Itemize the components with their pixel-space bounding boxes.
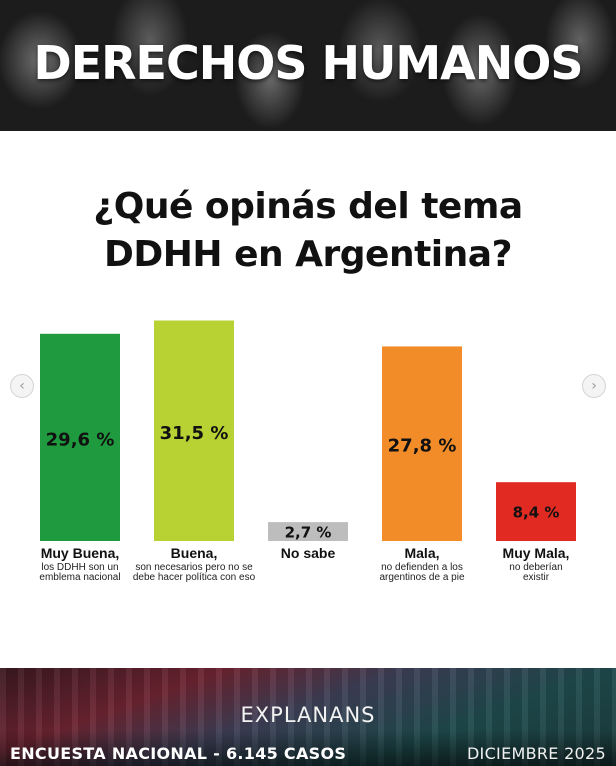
question-line-1: ¿Qué opinás del tema (93, 186, 523, 227)
bar-value-label: 29,6 % (46, 429, 115, 450)
brand-logo: EXPLANANS (240, 703, 376, 727)
category-sublabel: existir (523, 572, 550, 583)
category-sublabel: argentinos de a pie (379, 572, 465, 583)
footer-banner (0, 668, 616, 766)
bar-1 (40, 333, 120, 541)
category-label: Mala, (404, 545, 439, 561)
header-banner: DERECHOS HUMANOS (0, 0, 616, 131)
bar-value-label: 8,4 % (513, 504, 560, 522)
survey-info: ENCUESTA NACIONAL - 6.145 CASOS (10, 744, 347, 763)
category-label: Buena, (171, 545, 218, 561)
survey-date: DICIEMBRE 2025 (466, 744, 606, 763)
bar-4 (382, 346, 462, 541)
category-sublabel: los DDHH son un (41, 562, 118, 573)
bar-5 (496, 482, 576, 541)
chevron-left-icon: ‹ (19, 378, 25, 394)
bar-value-label: 2,7 % (285, 524, 332, 542)
carousel-next-button[interactable]: › (582, 374, 606, 398)
bar-value-label: 27,8 % (388, 436, 457, 457)
category-sublabel: son necesarios pero no se (135, 562, 253, 573)
category-sublabel: emblema nacional (39, 572, 120, 583)
category-sublabel: no defienden a los (381, 562, 463, 573)
category-label: No sabe (281, 545, 336, 561)
bar-value-label: 31,5 % (160, 423, 229, 444)
category-label: Muy Mala, (503, 545, 570, 561)
carousel-prev-button[interactable]: ‹ (10, 374, 34, 398)
bar-2 (154, 320, 234, 541)
category-label: Muy Buena, (41, 545, 120, 561)
chart-question-title: ¿Qué opinás del tema DDHH en Argentina? (0, 183, 616, 279)
header-title: DERECHOS HUMANOS (33, 36, 584, 90)
chevron-right-icon: › (591, 378, 597, 394)
category-sublabel: debe hacer política con eso (133, 572, 256, 583)
question-line-2: DDHH en Argentina? (104, 234, 512, 275)
bar-3 (268, 522, 348, 541)
category-sublabel: no deberían (509, 562, 562, 573)
